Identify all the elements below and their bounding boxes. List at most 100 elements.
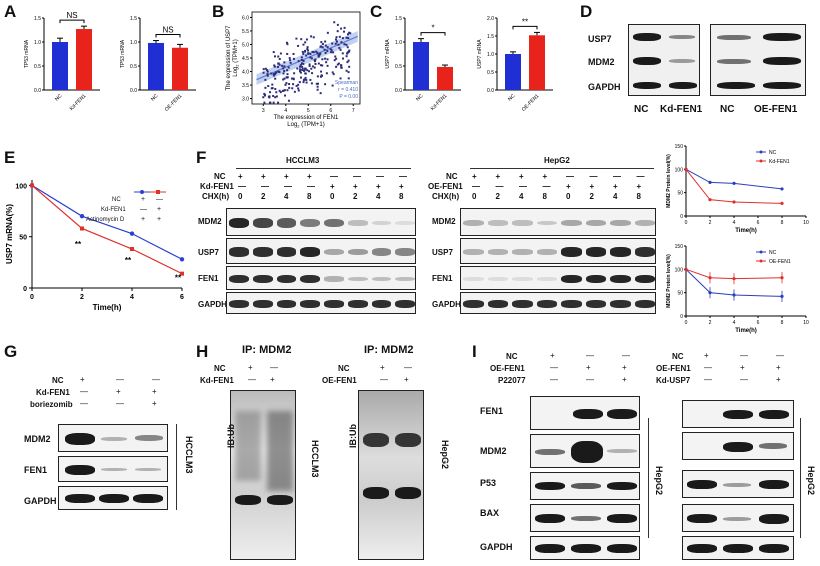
i1-sign-2-1: — — [586, 375, 594, 384]
b-point-14 — [266, 73, 269, 76]
b-point-255 — [273, 65, 276, 68]
fg1-point-0-3 — [780, 187, 784, 191]
b-point-119 — [264, 67, 267, 70]
f-hdr2-nc: NC — [446, 172, 458, 181]
d-row-mdm2: MDM2 — [588, 57, 615, 67]
f1-chx-2: 4 — [284, 192, 289, 201]
c1-ytick-label-2: 1.0 — [395, 40, 402, 46]
b-point-216 — [336, 63, 339, 66]
b-point-220 — [333, 21, 336, 24]
b-ytick-label-6: 6.0 — [242, 15, 249, 21]
b-point-153 — [272, 73, 275, 76]
fg2-point-1-0 — [684, 267, 688, 271]
e-sign-3-1: + — [141, 216, 146, 223]
fg2-ytick-label-3: 150 — [675, 244, 684, 250]
fg1-ytick-label-1: 50 — [677, 191, 683, 197]
f-row2-gapdh: GAPDH — [432, 300, 461, 309]
b-point-159 — [347, 59, 350, 62]
f-blot2-mdm2 — [460, 208, 656, 236]
c2-bar-1 — [529, 35, 545, 90]
c2-sig-bracket — [512, 25, 538, 30]
b-point-207 — [302, 60, 305, 63]
f-row2-usp7: USP7 — [432, 248, 453, 257]
b-point-125 — [296, 67, 299, 70]
b-point-197 — [274, 88, 277, 91]
b-ytick-label-4: 5.0 — [242, 42, 249, 48]
b-point-218 — [277, 55, 280, 58]
b-point-177 — [347, 77, 350, 80]
f2-nc-sign-5: — — [589, 172, 598, 181]
c1-xlabel-1: Kd-FEN1 — [430, 93, 449, 112]
b-point-199 — [299, 76, 302, 79]
c1-ylabel: USP7 mRNA — [385, 39, 391, 69]
b-point-8 — [277, 70, 280, 73]
fg2-ytick-label-0: 0 — [680, 314, 683, 320]
d-col-oe: OE-FEN1 — [754, 104, 798, 115]
a1-xlabel-0: NC — [54, 93, 64, 103]
fg1-legend-label-0: NC — [769, 150, 777, 156]
b-point-154 — [310, 57, 313, 60]
b-point-56 — [304, 72, 307, 75]
c1-xlabel-0: NC — [415, 93, 425, 103]
fg1-series-1 — [685, 169, 783, 204]
b-point-251 — [323, 48, 326, 51]
b-point-252 — [268, 101, 271, 104]
i1-sign-0-2: — — [622, 351, 630, 360]
f1-nc-sign-5: — — [353, 172, 361, 181]
b-point-38 — [278, 89, 281, 92]
b-point-74 — [301, 67, 304, 70]
panel-letter-d: D — [580, 2, 593, 21]
c2-sig-label: ** — [522, 17, 528, 26]
b-point-151 — [326, 64, 329, 67]
f-blot2-usp7 — [460, 238, 656, 264]
panel-c-charts: 0.0 0.5 1.0 1.5 USP7 mRNA NC Kd-FEN1 * 0.0 0.5 1.… — [385, 16, 553, 113]
e-point-0-3 — [179, 257, 185, 262]
i1-sign-2-2: + — [622, 375, 627, 384]
panel-h-ip: IP: MDM2 IP: MDM2 NC Kd-FEN1 + — — + NC … — [196, 344, 470, 566]
b-point-93 — [272, 94, 275, 97]
f2-chx-5: 2 — [589, 192, 594, 201]
i-blot2-p53 — [682, 470, 794, 498]
b-point-126 — [345, 69, 348, 72]
f-hdr1-chx: CHX(h) — [202, 192, 230, 201]
b-point-157 — [282, 67, 285, 70]
f2-chx-3: 8 — [542, 192, 547, 201]
b-point-58 — [302, 62, 305, 65]
panel-g-western: NC Kd-FEN1 boriezomib MDM2 FEN1 GAPDH HC… — [4, 368, 194, 528]
f2-nc-sign-6: — — [613, 172, 621, 181]
b-point-213 — [348, 31, 351, 34]
e-sign-1-2: — — [156, 196, 163, 203]
b-point-75 — [340, 66, 343, 69]
b-point-165 — [321, 46, 324, 49]
panel-letter-i: I — [472, 342, 477, 361]
b-point-206 — [282, 72, 285, 75]
b-point-12 — [315, 50, 318, 53]
g-sign-0-1: — — [116, 375, 124, 384]
b-point-43 — [305, 38, 308, 41]
f-row1-mdm2: MDM2 — [198, 217, 222, 226]
b-point-235 — [326, 50, 329, 53]
fg1-point-1-0 — [684, 167, 688, 171]
f-hdr2-chx: CHX(h) — [432, 192, 460, 201]
panel-f-graph-bottom: 0 50 100 150 0 2 4 6 8 10 Time(h) MDM2 Protein leve… — [666, 244, 809, 334]
i-row-mdm2: MDM2 — [480, 446, 507, 456]
b-point-4 — [321, 64, 324, 67]
b-point-45 — [300, 62, 303, 65]
b-point-59 — [297, 89, 300, 92]
c2-xlabel-0: NC — [507, 93, 517, 103]
panel-f-graph-top: 0 50 100 150 0 2 4 6 8 10 Time(h) MDM2 Protein leve… — [666, 144, 809, 234]
g-sign-0-0: + — [80, 375, 85, 384]
c2-bar-0 — [505, 54, 521, 90]
i-row-p53: P53 — [480, 478, 497, 488]
fg2-legend-marker-0 — [759, 250, 763, 254]
b-point-9 — [310, 67, 313, 70]
b-point-37 — [269, 91, 272, 94]
e-sig-0: ** — [75, 240, 82, 249]
b-point-250 — [345, 43, 348, 46]
b-point-230 — [346, 46, 349, 49]
f1-chx-6: 4 — [376, 192, 381, 201]
e-ylabel: USP7 mRNA(%) — [5, 204, 14, 264]
i-blot1-mdm2 — [530, 434, 640, 468]
i2-sign-0-2: — — [776, 351, 784, 360]
b-point-222 — [275, 71, 278, 74]
